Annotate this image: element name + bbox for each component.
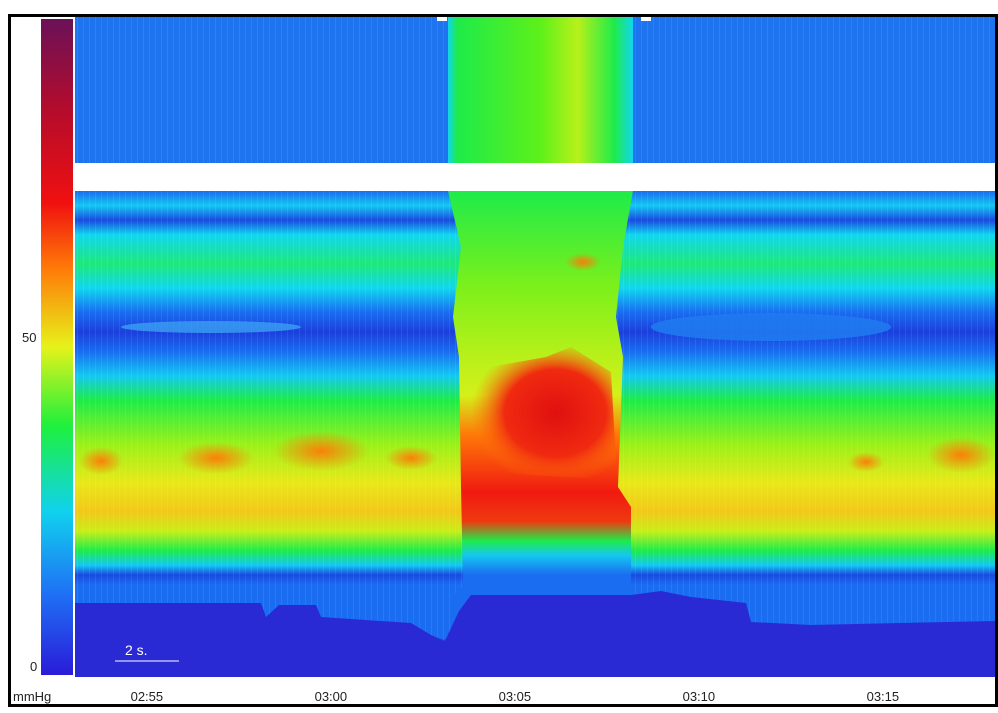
hot-spot (178, 442, 254, 474)
pressure-topography-chart: 50 0 2 s. mmHg 02:55 03:00 (13, 17, 995, 704)
colorbar-tick-50: 50 (22, 330, 36, 345)
lumen-left (121, 321, 301, 333)
hot-spot (848, 452, 884, 472)
x-axis-unit-label: mmHg (13, 689, 51, 704)
upper-marker-right (641, 17, 651, 21)
x-tick-label: 03:10 (683, 689, 716, 704)
sensor-gap (75, 163, 995, 191)
swallow-peak-pressure (463, 347, 617, 479)
lower-low-pressure-band (75, 591, 995, 677)
x-tick-label: 03:00 (315, 689, 348, 704)
x-tick-label: 03:15 (867, 689, 900, 704)
upper-swallow-band (448, 17, 633, 163)
colorbar (41, 19, 73, 675)
lumen-right (651, 313, 891, 341)
hot-spot (79, 447, 123, 475)
chart-frame: 50 0 2 s. mmHg 02:55 03:00 (8, 14, 998, 707)
x-tick-label: 03:05 (499, 689, 532, 704)
x-tick-label: 02:55 (131, 689, 164, 704)
colorbar-tick-0: 0 (30, 659, 37, 674)
upper-marker-left (437, 17, 447, 21)
hot-spot (273, 431, 369, 471)
swallow-upper-peak (565, 253, 601, 271)
scale-bar-label: 2 s. (125, 642, 148, 658)
hot-spot (385, 446, 437, 470)
hot-spot (927, 437, 995, 473)
